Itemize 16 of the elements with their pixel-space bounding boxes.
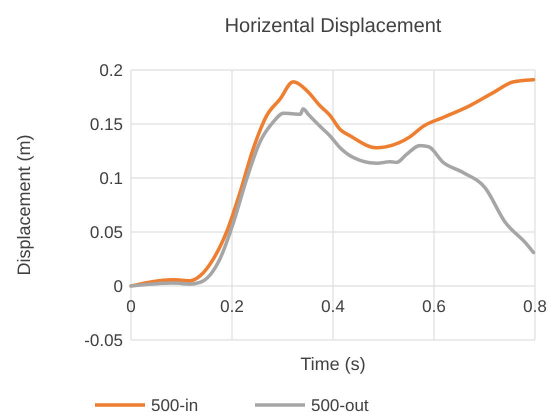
x-tick-label: 0.2 <box>220 296 244 316</box>
x-tick-label: 0.6 <box>422 296 446 316</box>
chart-title: Horizental Displacement <box>224 15 442 37</box>
x-axis-title: Time (s) <box>300 354 366 374</box>
x-tick-label: 0 <box>126 296 136 316</box>
y-axis-title: Displacement (m) <box>14 134 34 276</box>
y-tick-label: 0.15 <box>90 114 123 134</box>
y-tick-label: 0.05 <box>90 222 123 242</box>
y-tick-label: -0.05 <box>84 330 123 350</box>
y-tick-label: 0.1 <box>99 168 123 188</box>
x-tick-label: 0.4 <box>321 296 345 316</box>
y-tick-label: 0.2 <box>99 60 123 80</box>
x-tick-label: 0.8 <box>523 296 547 316</box>
legend-label: 500-out <box>311 396 369 415</box>
legend-label: 500-in <box>151 396 198 415</box>
y-tick-label: 0 <box>114 276 123 296</box>
